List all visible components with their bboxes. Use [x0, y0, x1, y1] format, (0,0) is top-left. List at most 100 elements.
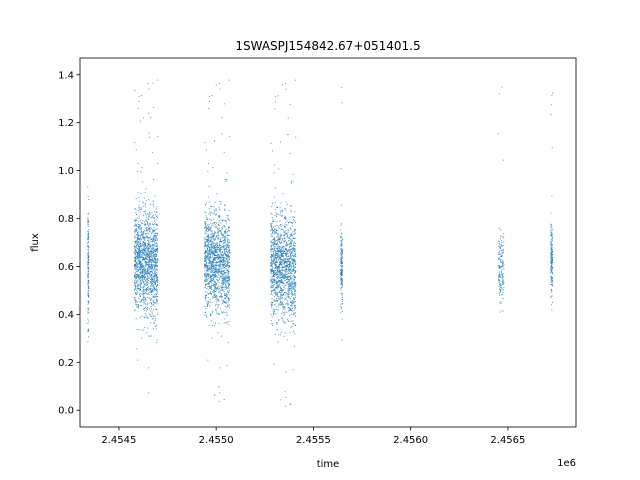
data-point — [208, 226, 210, 228]
data-point — [215, 247, 217, 249]
data-point — [341, 310, 343, 312]
data-point — [274, 201, 276, 203]
data-point — [216, 193, 218, 195]
data-point — [138, 257, 140, 259]
data-point — [273, 233, 275, 235]
data-point — [148, 251, 150, 253]
data-point — [137, 227, 139, 229]
data-point — [284, 291, 286, 293]
data-point — [226, 259, 228, 261]
data-point — [152, 204, 154, 206]
data-point — [214, 201, 216, 203]
data-point — [284, 227, 286, 229]
data-point — [88, 336, 90, 338]
data-point — [205, 260, 207, 262]
data-point — [224, 275, 226, 277]
data-point — [219, 261, 221, 263]
data-point — [157, 313, 159, 315]
data-point — [139, 239, 141, 241]
data-point — [294, 279, 296, 281]
data-point — [138, 242, 140, 244]
data-point — [292, 260, 294, 262]
data-point — [147, 283, 149, 285]
data-point — [209, 266, 211, 268]
data-point — [272, 273, 274, 275]
data-point — [276, 323, 278, 325]
data-point — [286, 269, 288, 271]
data-point — [229, 241, 231, 243]
data-point — [289, 270, 291, 272]
data-point — [500, 287, 502, 289]
data-point — [290, 283, 292, 285]
data-point — [139, 264, 141, 266]
data-point — [152, 259, 154, 261]
data-point — [220, 265, 222, 267]
data-point — [207, 237, 209, 239]
data-point — [134, 298, 136, 300]
data-point — [222, 234, 224, 236]
data-point — [137, 234, 139, 236]
data-point — [151, 268, 153, 270]
data-point — [155, 238, 157, 240]
data-point — [212, 253, 214, 255]
data-point — [150, 268, 152, 270]
data-point — [287, 277, 289, 279]
data-point — [279, 301, 281, 303]
data-point — [154, 258, 156, 260]
data-point — [147, 227, 149, 229]
data-point — [140, 280, 142, 282]
data-point — [277, 298, 279, 300]
data-point — [224, 278, 226, 280]
data-point — [221, 275, 223, 277]
data-point — [136, 276, 138, 278]
data-point — [148, 260, 150, 262]
data-point — [219, 271, 221, 273]
data-point — [212, 271, 214, 273]
data-point — [223, 249, 225, 251]
data-point — [209, 212, 211, 214]
data-point — [500, 245, 502, 247]
data-point — [270, 240, 272, 242]
data-point — [340, 308, 342, 310]
data-point — [148, 261, 150, 263]
data-point — [207, 228, 209, 230]
data-point — [341, 280, 343, 282]
data-point — [154, 250, 156, 252]
data-point — [212, 212, 214, 214]
data-point — [206, 270, 208, 272]
data-point — [271, 245, 273, 247]
data-point — [223, 266, 225, 268]
data-point — [136, 348, 138, 350]
data-point — [146, 284, 148, 286]
data-point — [222, 261, 224, 263]
data-point — [293, 288, 295, 290]
data-point — [150, 290, 152, 292]
data-point — [149, 248, 151, 250]
data-point — [220, 240, 222, 242]
data-point — [270, 305, 272, 307]
data-point — [341, 284, 343, 286]
data-point — [217, 264, 219, 266]
data-point — [156, 251, 158, 253]
data-point — [288, 249, 290, 251]
data-point — [141, 234, 143, 236]
data-point — [148, 272, 150, 274]
data-point — [287, 303, 289, 305]
data-point — [220, 231, 222, 233]
data-point — [213, 257, 215, 259]
data-point — [224, 236, 226, 238]
data-point — [146, 268, 148, 270]
data-point — [150, 117, 152, 119]
data-point — [205, 251, 207, 253]
data-point — [287, 304, 289, 306]
data-point — [147, 239, 149, 241]
data-point — [229, 248, 231, 250]
data-point — [217, 271, 219, 273]
data-point — [340, 248, 342, 250]
data-point — [209, 285, 211, 287]
data-point — [139, 241, 141, 243]
data-point — [146, 230, 148, 232]
data-point — [139, 301, 141, 303]
data-point — [285, 273, 287, 275]
data-point — [150, 265, 152, 267]
